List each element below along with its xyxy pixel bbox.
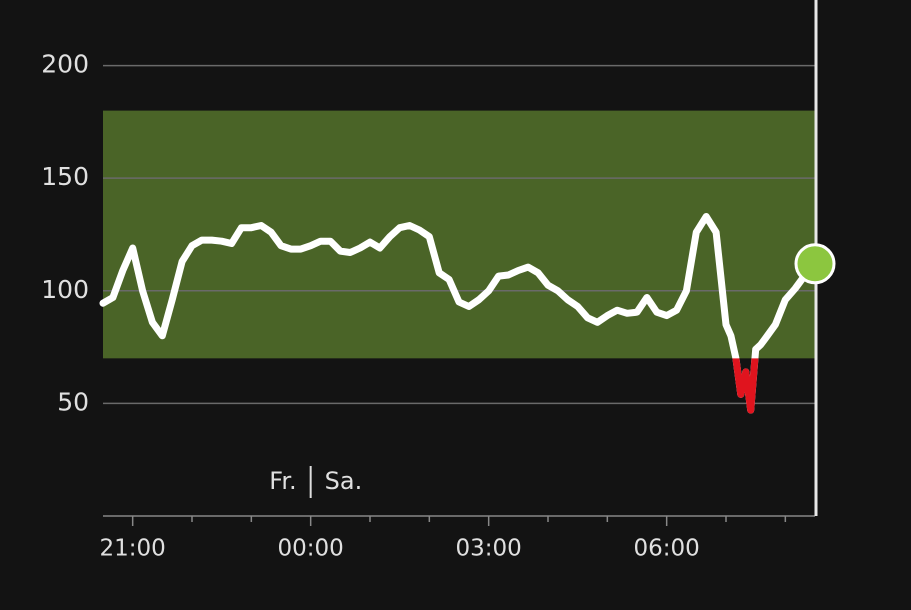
y-tick-label: 200 [41, 50, 89, 79]
y-tick-label: 100 [41, 275, 89, 304]
x-tick-label: 03:00 [456, 536, 522, 562]
day-label: Sa. [325, 467, 363, 495]
x-tick-label: 00:00 [278, 536, 344, 562]
x-tick-label: 21:00 [100, 536, 166, 562]
target-range [103, 110, 815, 359]
plot-background: 50 100 150 200 21:00 00:00 03:00 06:00 Fr. Sa. [41, 0, 818, 562]
day-label: Fr. [269, 467, 296, 495]
y-tick-label: 50 [57, 387, 89, 416]
y-tick-label: 150 [41, 162, 89, 191]
x-tick-label: 06:00 [634, 536, 700, 562]
plot-foreground [99, 213, 836, 414]
glucose-line [99, 213, 819, 414]
current-value [794, 243, 836, 285]
